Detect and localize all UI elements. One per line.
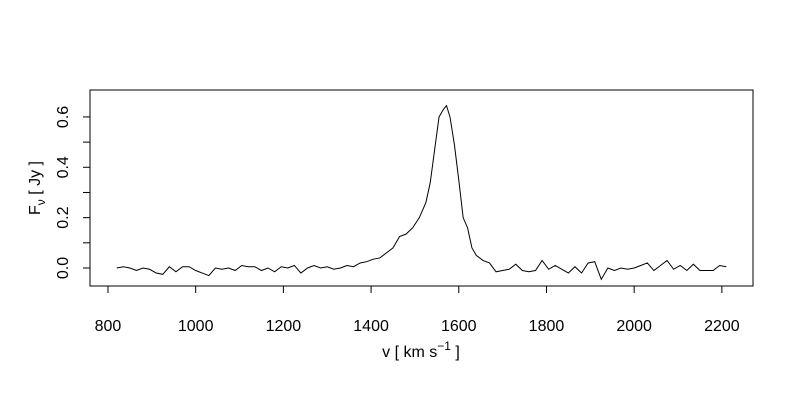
x-tick-label: 1000 <box>178 318 214 335</box>
y-axis-label: Fν [ Jy ] <box>27 161 48 215</box>
plot-frame <box>89 89 754 287</box>
y-label-after: [ Jy ] <box>27 161 44 199</box>
x-tick-label: 1200 <box>266 318 302 335</box>
x-tick-label: 2200 <box>704 318 740 335</box>
x-tick-label: 2000 <box>616 318 652 335</box>
y-tick-label: 0.2 <box>55 206 72 228</box>
x-label-main: v [ km s <box>382 344 437 361</box>
x-axis-label: v [ km s−1 ] <box>382 339 460 361</box>
y-tick-label: 0.4 <box>55 156 72 178</box>
x-tick-label: 800 <box>95 318 122 335</box>
spectrum-line <box>116 104 727 281</box>
x-label-sup: −1 <box>437 339 451 353</box>
y-label-main: F <box>27 205 44 215</box>
x-label-after: ] <box>451 344 460 361</box>
x-tick-label: 1800 <box>529 318 565 335</box>
x-tick-label: 1400 <box>353 318 389 335</box>
y-tick-label: 0.6 <box>55 106 72 128</box>
y-label-sub: ν <box>34 199 48 205</box>
y-tick-label: 0.0 <box>55 257 72 279</box>
x-tick-label: 1600 <box>441 318 477 335</box>
